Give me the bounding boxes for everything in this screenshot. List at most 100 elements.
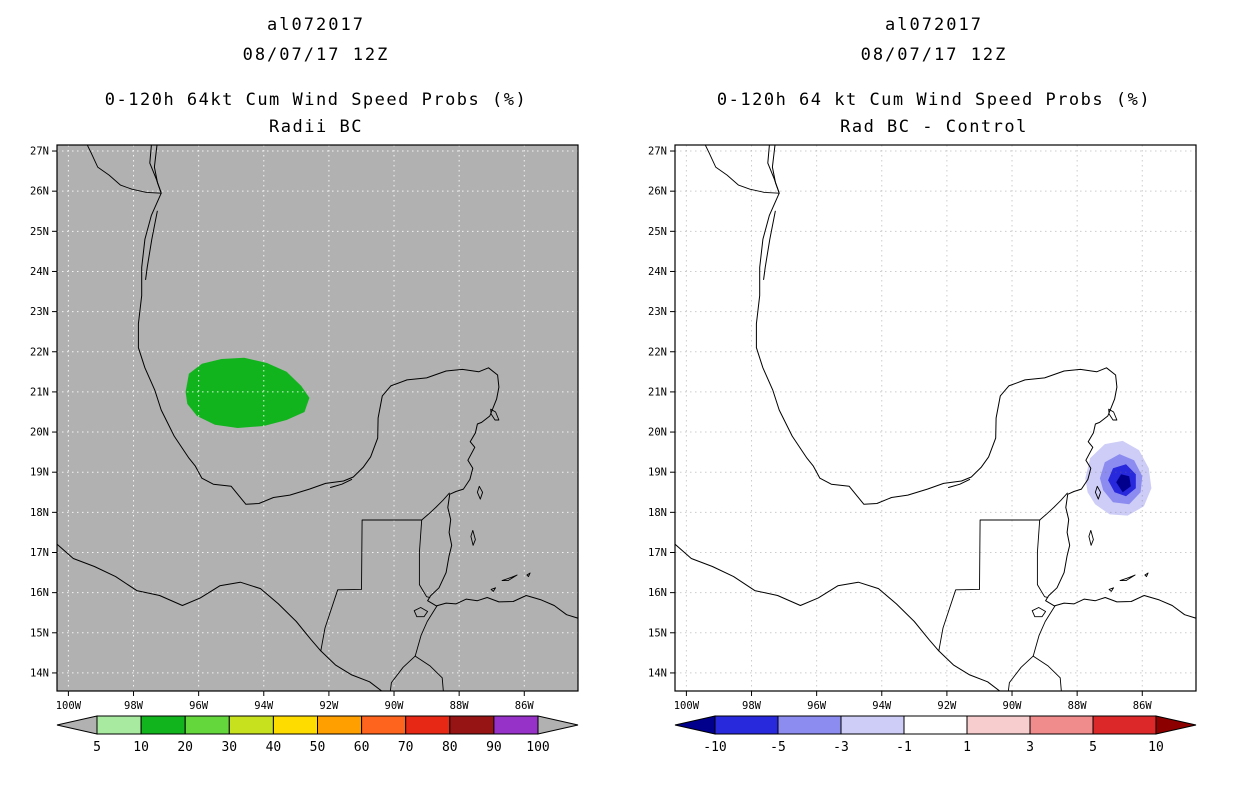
lon-label: 92W <box>319 700 339 712</box>
lat-label: 26N <box>648 186 667 198</box>
lake-lake-izabal <box>1031 607 1047 618</box>
border-guatemala-honduras <box>414 605 438 657</box>
lat-label: 26N <box>30 186 49 198</box>
border-honduras-el-salvador <box>414 655 444 691</box>
border-honduras-el-salvador <box>1032 655 1062 691</box>
lat-label: 19N <box>30 467 49 479</box>
map-frame <box>56 144 579 692</box>
lon-label: 90W <box>385 700 405 712</box>
plot-title: 0-120h 64kt Cum Wind Speed Probs (%) <box>104 90 528 110</box>
border-guatemala-belize <box>1036 519 1049 598</box>
lat-label: 14N <box>648 667 667 679</box>
valid-time: 08/07/17 12Z <box>860 45 1008 65</box>
island-utila <box>1108 587 1115 592</box>
lon-label: 86W <box>1133 700 1153 712</box>
lat-label: 23N <box>648 306 667 318</box>
river-rio-grande <box>704 145 780 194</box>
colorbar-cell <box>96 715 142 735</box>
lon-label: 94W <box>254 700 274 712</box>
plot-title: 0-120h 64 kt Cum Wind Speed Probs (%) <box>716 90 1152 110</box>
coastline-texas-barrier-island <box>153 145 162 193</box>
colorbar-cell <box>1029 715 1094 735</box>
left-subtitle-block: 0-120h 64kt Cum Wind Speed Probs (%) Rad… <box>0 87 618 141</box>
colorbar-cell <box>272 715 318 735</box>
colorbar-label: 20 <box>177 740 193 755</box>
island-utila <box>490 587 497 592</box>
island-roatan <box>1119 574 1136 582</box>
left-panel: al072017 08/07/17 12Z 0-120h 64kt Cum Wi… <box>0 15 618 755</box>
lat-label: 25N <box>30 226 49 238</box>
lat-label: 17N <box>30 547 49 559</box>
right-title-block: al072017 08/07/17 12Z <box>618 10 1236 70</box>
border-mexico-belize <box>1039 492 1068 521</box>
colorbar-label: 90 <box>486 740 502 755</box>
coastline-isla-del-carmen <box>948 478 971 488</box>
lon-label: 100W <box>56 700 82 712</box>
colorbar-arrow-right <box>537 715 579 735</box>
island-roatan <box>501 574 518 582</box>
island-turneffe <box>1088 529 1094 546</box>
border-guatemala-el-salvador <box>389 655 416 691</box>
island-cozumel <box>1108 408 1118 421</box>
lat-label: 21N <box>648 386 667 398</box>
map-frame <box>674 144 1197 692</box>
colorbar-cell <box>1092 715 1157 735</box>
colorbar-cell <box>714 715 779 735</box>
colorbar-label: 1 <box>963 740 971 755</box>
coastline-laguna-madre-barrier <box>145 210 158 280</box>
lon-label: 90W <box>1003 700 1023 712</box>
map-background <box>675 145 1196 691</box>
lon-label: 98W <box>742 700 762 712</box>
island-guanaja <box>526 572 531 578</box>
colorbar-label: -5 <box>770 740 786 755</box>
colorbar-label: 30 <box>221 740 237 755</box>
colorbar-label: -10 <box>703 740 726 755</box>
lat-label: 20N <box>30 427 49 439</box>
border-guatemala-belize <box>418 519 431 598</box>
river-rio-grande <box>86 145 162 194</box>
lat-label: 15N <box>30 627 49 639</box>
colorbar-label: -3 <box>833 740 849 755</box>
colorbar-cell <box>361 715 407 735</box>
lat-label: 25N <box>648 226 667 238</box>
wind-prob-map-radii-bc: 14N 15N 16N 17N 18N 19N 20N 21N 22N 23N 24N 25N 26N 2… <box>30 144 579 755</box>
colorbar-label: 40 <box>266 740 282 755</box>
colorbar-cell <box>840 715 905 735</box>
right-panel: al072017 08/07/17 12Z 0-120h 64 kt Cum W… <box>618 0 1236 800</box>
colorbar-arrow-right <box>1155 715 1197 735</box>
colorbar-label: 70 <box>398 740 414 755</box>
lat-label: 17N <box>648 547 667 559</box>
lon-label: 98W <box>124 700 144 712</box>
storm-id: al072017 <box>885 15 983 35</box>
colorbar-label: 10 <box>133 740 149 755</box>
colorbar-arrow-left <box>56 715 98 735</box>
border-guatemala-el-salvador <box>1007 655 1034 691</box>
colorbar-cell <box>184 715 230 735</box>
island-banco-chinchorro <box>476 485 484 500</box>
colorbar-label: 10 <box>1148 740 1164 755</box>
lat-label: 22N <box>30 346 49 358</box>
right-subtitle-block: 0-120h 64 kt Cum Wind Speed Probs (%) Ra… <box>618 87 1236 141</box>
lon-label: 96W <box>807 700 827 712</box>
lat-label: 19N <box>648 467 667 479</box>
lat-label: 16N <box>30 587 49 599</box>
lon-label: 92W <box>937 700 957 712</box>
border-mexico-guatemala <box>938 519 1041 652</box>
lat-label: 14N <box>30 667 49 679</box>
colorbar-label: 5 <box>1089 740 1097 755</box>
storm-id: al072017 <box>267 15 365 35</box>
plot-subtitle: Rad BC - Control <box>840 117 1028 137</box>
coastline-isla-del-carmen <box>330 478 353 488</box>
coastline-gulf-caribbean-coast <box>137 145 578 619</box>
colorbar-label: 100 <box>526 740 549 755</box>
colorbar-label: 5 <box>93 740 101 755</box>
colorbar-label: 80 <box>442 740 458 755</box>
lon-label: 88W <box>1068 700 1088 712</box>
map-background <box>57 145 578 691</box>
contour-region <box>185 357 310 428</box>
lon-label: 88W <box>450 700 470 712</box>
colorbar-cell <box>903 715 968 735</box>
colorbar-cell <box>228 715 274 735</box>
colorbar-cell <box>966 715 1031 735</box>
lat-label: 24N <box>648 266 667 278</box>
